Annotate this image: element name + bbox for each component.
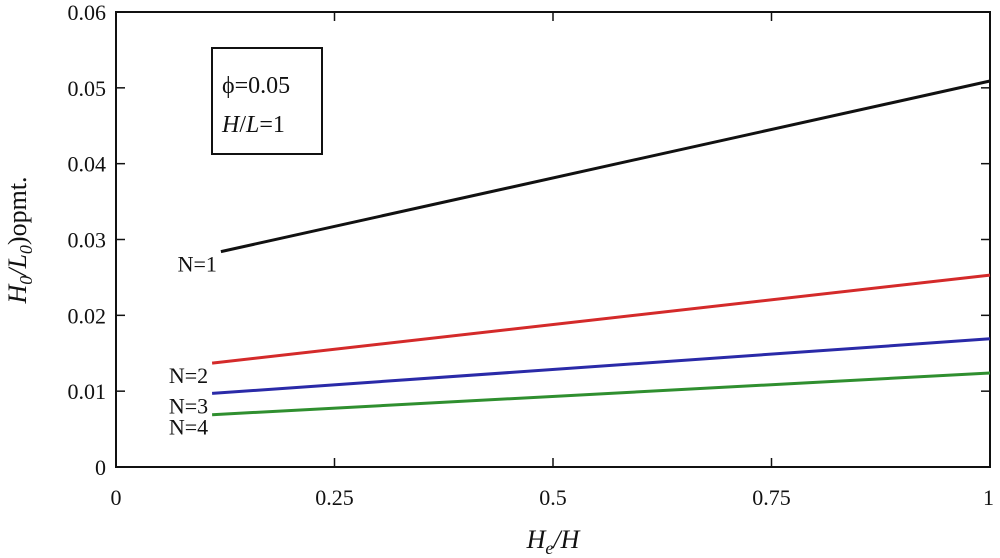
x-tick-label: 1 bbox=[983, 485, 994, 510]
y-tick-label: 0.04 bbox=[68, 152, 107, 177]
x-tick-label: 0.75 bbox=[752, 485, 791, 510]
series-line-n1 bbox=[220, 79, 991, 254]
series-line-n4 bbox=[212, 371, 991, 417]
legend-frame bbox=[211, 47, 323, 155]
y-tick-label: 0.02 bbox=[68, 303, 107, 328]
legend-ratio: H/L=1 bbox=[221, 112, 285, 138]
y-tick-label: 0.03 bbox=[68, 228, 107, 253]
y-axis-title: H0/L0)opmt. bbox=[3, 176, 36, 304]
tick-marks bbox=[115, 11, 991, 468]
series-line-n2 bbox=[211, 273, 991, 365]
x-tick-label: 0 bbox=[111, 485, 122, 510]
series-line-n3 bbox=[211, 337, 991, 395]
series-label-n1: N=1 bbox=[178, 252, 217, 277]
y-tick-label: 0.05 bbox=[68, 76, 107, 101]
x-axis-title: He/H bbox=[526, 525, 581, 558]
x-tick-label: 0.25 bbox=[315, 485, 354, 510]
series-labels: N=1 N=2 N=3N=4 bbox=[169, 252, 217, 440]
tick-labels: 0 0.25 0.5 0.75 1 0 0.01 0.02 0.03 0.04 0.05 0.06 bbox=[68, 0, 995, 510]
x-tick-label: 0.5 bbox=[539, 485, 567, 510]
series-label-n2: N=2 bbox=[169, 363, 208, 388]
series-label-n3: N=3 bbox=[169, 393, 208, 418]
legend-phi: ϕ=0.05 bbox=[222, 73, 290, 99]
legend-box: ϕ=0.05 H/L=1 bbox=[211, 47, 323, 155]
y-tick-label: 0.06 bbox=[68, 0, 107, 25]
series-label-n4: N=4 bbox=[169, 415, 208, 440]
y-tick-label: 0.01 bbox=[68, 379, 107, 404]
series-lines bbox=[211, 79, 991, 417]
y-tick-label: 0 bbox=[95, 455, 106, 480]
